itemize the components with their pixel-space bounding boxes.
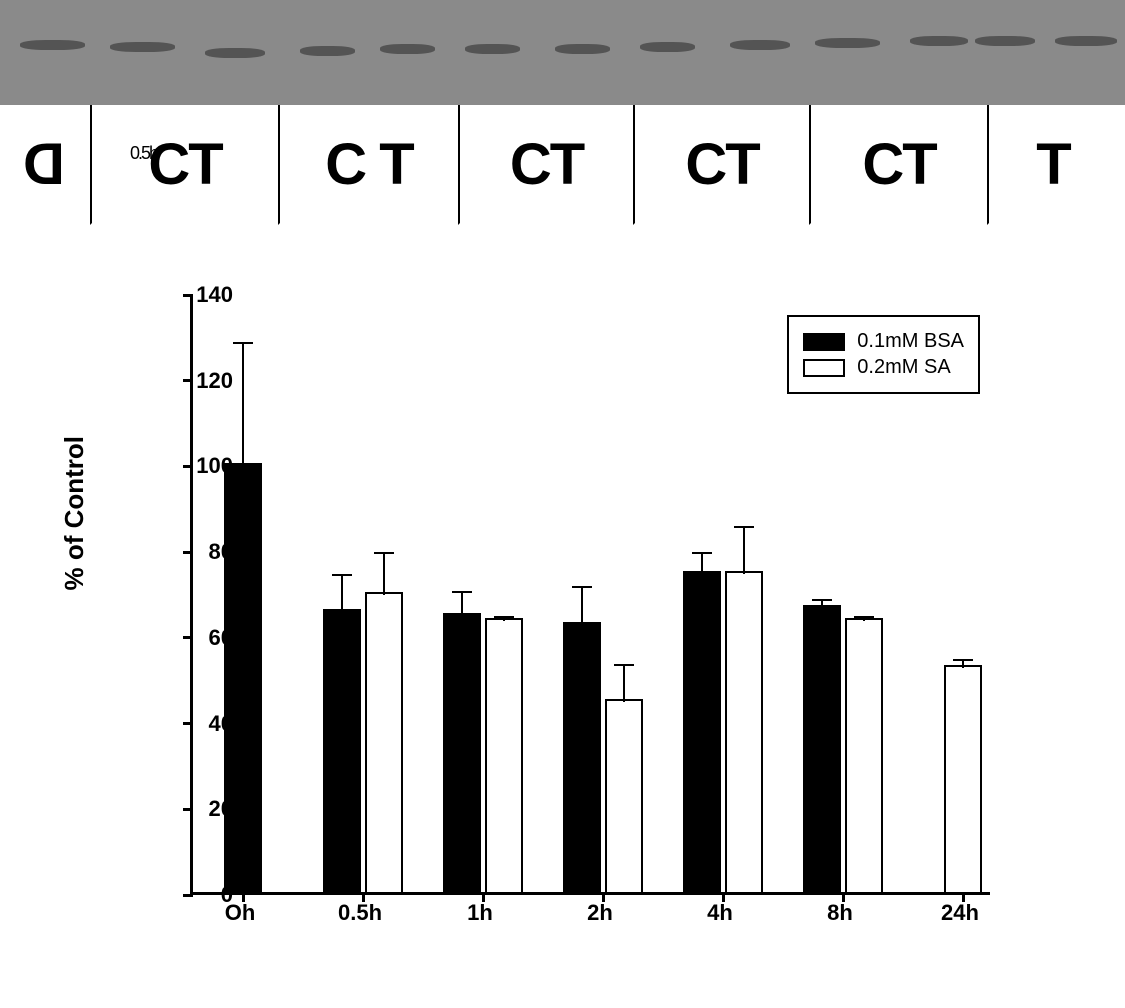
western-blot-strip	[0, 0, 1125, 105]
x-tick-label: 0.5h	[338, 900, 382, 926]
x-tick-label: 4h	[707, 900, 733, 926]
lane-cell: CT	[809, 105, 987, 225]
error-bar-cap	[452, 591, 472, 593]
lane-label: CT	[862, 131, 935, 198]
lane-label: CT	[685, 131, 758, 198]
x-tick-label: 1h	[467, 900, 493, 926]
error-bar-cap	[953, 659, 973, 661]
bar	[725, 571, 763, 892]
blot-band	[110, 42, 175, 52]
error-bar-cap	[854, 616, 874, 618]
x-tick-label: 8h	[827, 900, 853, 926]
error-bar	[581, 586, 583, 625]
y-tick-label: 140	[173, 282, 233, 308]
legend-item: 0.1mM BSA	[803, 330, 964, 353]
blot-band	[815, 38, 880, 48]
bar	[485, 618, 523, 892]
blot-band	[555, 44, 610, 54]
y-tick-label: 60	[173, 625, 233, 651]
error-bar-cap	[332, 574, 352, 576]
bar	[563, 622, 601, 892]
error-bar-cap	[374, 552, 394, 554]
lane-cell: T	[987, 105, 1117, 225]
blot-band	[465, 44, 520, 54]
bar	[443, 613, 481, 892]
legend: 0.1mM BSA 0.2mM SA	[787, 315, 980, 394]
y-tick-label: 40	[173, 711, 233, 737]
blot-band	[975, 36, 1035, 46]
blot-band	[300, 46, 355, 56]
blot-band	[1055, 36, 1117, 46]
y-tick-label: 80	[173, 539, 233, 565]
legend-label: 0.1mM BSA	[857, 330, 964, 353]
x-tick-label: Oh	[225, 900, 256, 926]
bar	[683, 571, 721, 892]
bar	[605, 699, 643, 892]
lane-cell: D	[0, 105, 90, 225]
error-bar-cap	[233, 342, 253, 344]
blot-band	[640, 42, 695, 52]
error-bar-cap	[692, 552, 712, 554]
bar	[803, 605, 841, 892]
blot-band	[380, 44, 435, 54]
x-tick-label: 2h	[587, 900, 613, 926]
legend-swatch-bsa	[803, 333, 845, 351]
blot-band	[730, 40, 790, 50]
error-bar	[701, 552, 703, 573]
lane-cell: CT	[633, 105, 809, 225]
error-bar	[461, 591, 463, 617]
bar	[845, 618, 883, 892]
error-bar-cap	[812, 599, 832, 601]
plot-area: 0.1mM BSA 0.2mM SA	[190, 295, 990, 895]
lane-cell: C T	[278, 105, 458, 225]
legend-label: 0.2mM SA	[857, 356, 950, 379]
bar	[944, 665, 982, 892]
legend-swatch-sa	[803, 359, 845, 377]
x-tick-label: 24h	[941, 900, 979, 926]
lane-label: D	[25, 131, 65, 198]
error-bar	[383, 552, 385, 595]
error-bar	[743, 526, 745, 573]
lane-labels: DCT0.5hC TCTCTCTT	[0, 105, 1125, 225]
blot-band	[20, 40, 85, 50]
bar-chart: % of Control 0.1mM BSA 0.2mM SA 02040608…	[95, 285, 1045, 985]
error-bar-cap	[614, 664, 634, 666]
lane-overlay: 0.5h	[130, 143, 157, 164]
legend-item: 0.2mM SA	[803, 356, 964, 379]
lane-label: CT	[510, 131, 583, 198]
blot-band	[910, 36, 968, 46]
error-bar-cap	[572, 586, 592, 588]
y-tick-label: 20	[173, 796, 233, 822]
bar	[365, 592, 403, 892]
lane-cell: CT0.5h	[90, 105, 278, 225]
error-bar	[242, 342, 244, 466]
lane-label: C T	[325, 131, 412, 198]
y-axis-label: % of Control	[59, 436, 90, 591]
bar	[224, 463, 262, 892]
bar	[323, 609, 361, 892]
error-bar-cap	[734, 526, 754, 528]
y-tick-label: 100	[173, 453, 233, 479]
lane-label: CT	[148, 131, 221, 198]
y-tick-label: 120	[173, 368, 233, 394]
error-bar	[341, 574, 343, 613]
lane-cell: CT	[458, 105, 633, 225]
error-bar-cap	[494, 616, 514, 618]
error-bar	[623, 664, 625, 703]
lane-label: T	[1036, 131, 1069, 198]
blot-band	[205, 48, 265, 58]
